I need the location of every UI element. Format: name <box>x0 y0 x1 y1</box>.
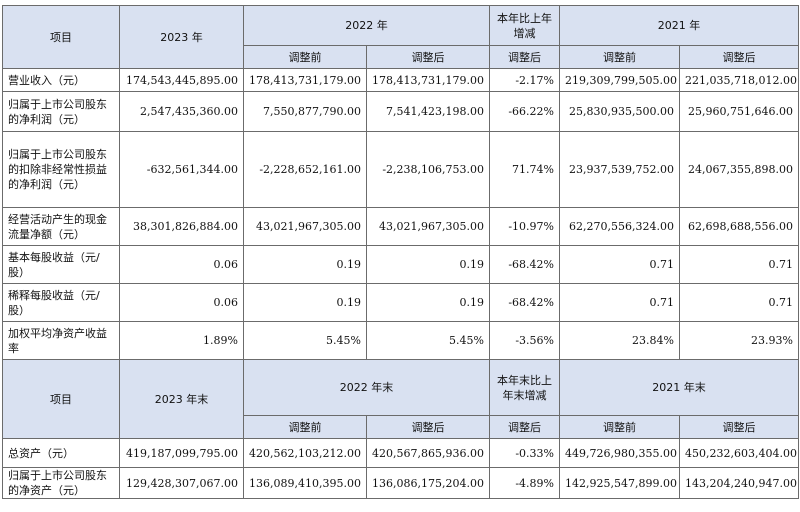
row-label: 归属于上市公司股东的净资产（元） <box>2 467 120 499</box>
header-row: 项目 2023 年 2022 年 本年比上年增减 2021 年 <box>2 5 799 69</box>
row-label: 归属于上市公司股东的净利润（元） <box>2 91 120 132</box>
value-2022-after: 43,021,967,305.00 <box>366 207 490 246</box>
col-header-change: 本年比上年增减 <box>489 5 560 46</box>
value-2021-before: 142,925,547,899.00 <box>559 467 680 499</box>
financial-table: 项目 2023 年 2022 年 本年比上年增减 2021 年 调整前 调整后 … <box>2 5 799 499</box>
row-label: 经营活动产生的现金流量净额（元） <box>2 207 120 246</box>
col2-header-change-after: 调整后 <box>489 415 560 439</box>
value-2022-after: 0.19 <box>366 245 490 284</box>
table-row: 归属于上市公司股东的净资产（元） 129,428,307,067.00 136,08… <box>2 467 799 499</box>
table-row: 归属于上市公司股东的净利润（元） 2,547,435,360.00 7,550,87… <box>2 91 799 132</box>
value-2021-after: 450,232,603,404.00 <box>679 438 799 468</box>
col2-header-change: 本年末比上年末增减 <box>489 359 560 416</box>
col2-header-item: 项目 <box>2 359 120 439</box>
row-label: 基本每股收益（元/股） <box>2 245 120 284</box>
value-2021-after: 23.93% <box>679 321 799 360</box>
row-label: 加权平均净资产收益率 <box>2 321 120 360</box>
col2-header-2021-before: 调整前 <box>559 415 680 439</box>
row-label: 营业收入（元） <box>2 68 120 92</box>
value-2022-after: 420,567,865,936.00 <box>366 438 490 468</box>
value-2021-before: 62,270,556,324.00 <box>559 207 680 246</box>
value-change: -4.89% <box>489 467 560 499</box>
col-header-2021: 2021 年 <box>559 5 799 46</box>
value-2021-before: 219,309,799,505.00 <box>559 68 680 92</box>
value-2023: 0.06 <box>119 283 244 322</box>
value-2022-after: 136,086,175,204.00 <box>366 467 490 499</box>
col2-header-2021-after: 调整后 <box>679 415 799 439</box>
value-change: -2.17% <box>489 68 560 92</box>
col2-header-2023: 2023 年末 <box>119 359 244 439</box>
value-2021-before: 23.84% <box>559 321 680 360</box>
value-2022-before: 178,413,731,179.00 <box>243 68 367 92</box>
table-row: 营业收入（元） 174,543,445,895.00 178,413,731,179… <box>2 68 799 92</box>
value-2021-after: 143,204,240,947.00 <box>679 467 799 499</box>
value-change: 71.74% <box>489 131 560 208</box>
col2-header-2022-before: 调整前 <box>243 415 367 439</box>
value-change: -0.33% <box>489 438 560 468</box>
row-label: 稀释每股收益（元/股） <box>2 283 120 322</box>
value-2022-after: 5.45% <box>366 321 490 360</box>
value-2021-after: 0.71 <box>679 245 799 284</box>
value-2022-before: 43,021,967,305.00 <box>243 207 367 246</box>
value-change: -68.42% <box>489 283 560 322</box>
col-header-2021-after: 调整后 <box>679 45 799 69</box>
col-header-2023: 2023 年 <box>119 5 244 69</box>
value-2023: 419,187,099,795.00 <box>119 438 244 468</box>
value-2023: 1.89% <box>119 321 244 360</box>
col2-header-2022-after: 调整后 <box>366 415 490 439</box>
value-change: -3.56% <box>489 321 560 360</box>
table-row: 基本每股收益（元/股） 0.06 0.19 0.19 -68.42% 0.71 0.71 <box>2 245 799 284</box>
value-2021-after: 24,067,355,898.00 <box>679 131 799 208</box>
value-change: -10.97% <box>489 207 560 246</box>
subheader-row: 调整前 调整后 调整后 调整前 调整后 <box>3 45 799 69</box>
table-row: 稀释每股收益（元/股） 0.06 0.19 0.19 -68.42% 0.71 0.71 <box>2 283 799 322</box>
col-header-change-after: 调整后 <box>489 45 560 69</box>
value-2021-after: 0.71 <box>679 283 799 322</box>
value-2022-before: 7,550,877,790.00 <box>243 91 367 132</box>
value-2021-before: 0.71 <box>559 283 680 322</box>
value-2021-after: 221,035,718,012.00 <box>679 68 799 92</box>
value-2022-before: 136,089,410,395.00 <box>243 467 367 499</box>
col2-header-2021: 2021 年末 <box>559 359 799 416</box>
value-2023: 129,428,307,067.00 <box>119 467 244 499</box>
value-2023: 0.06 <box>119 245 244 284</box>
value-2021-before: 0.71 <box>559 245 680 284</box>
table-row: 经营活动产生的现金流量净额（元） 38,301,826,884.00 43,021,… <box>2 207 799 246</box>
value-2021-before: 25,830,935,500.00 <box>559 91 680 132</box>
col-header-item: 项目 <box>2 5 120 69</box>
value-2023: -632,561,344.00 <box>119 131 244 208</box>
value-2022-after: -2,238,106,753.00 <box>366 131 490 208</box>
row-label: 归属于上市公司股东的扣除非经常性损益的净利润（元） <box>2 131 120 208</box>
row-label: 总资产（元） <box>2 438 120 468</box>
value-2023: 174,543,445,895.00 <box>119 68 244 92</box>
col-header-2022-after: 调整后 <box>366 45 490 69</box>
value-2021-after: 25,960,751,646.00 <box>679 91 799 132</box>
header-row-2: 项目 2023 年末 2022 年末 本年末比上年末增减 2021 年末 <box>2 359 799 439</box>
col-header-2022: 2022 年 <box>243 5 490 46</box>
value-2021-before: 23,937,539,752.00 <box>559 131 680 208</box>
value-2023: 38,301,826,884.00 <box>119 207 244 246</box>
col-header-2021-before: 调整前 <box>559 45 680 69</box>
table-row: 归属于上市公司股东的扣除非经常性损益的净利润（元） -632,561,344.00… <box>2 131 799 208</box>
col2-header-2022: 2022 年末 <box>243 359 490 416</box>
table-row: 总资产（元） 419,187,099,795.00 420,562,103,212.… <box>2 438 799 468</box>
table-row: 加权平均净资产收益率 1.89% 5.45% 5.45% -3.56% 23.84% 23.… <box>2 321 799 360</box>
value-2022-before: 0.19 <box>243 283 367 322</box>
value-change: -66.22% <box>489 91 560 132</box>
value-2022-after: 7,541,423,198.00 <box>366 91 490 132</box>
value-2022-before: 420,562,103,212.00 <box>243 438 367 468</box>
value-2022-after: 0.19 <box>366 283 490 322</box>
value-2022-before: 5.45% <box>243 321 367 360</box>
page: 项目 2023 年 2022 年 本年比上年增减 2021 年 调整前 调整后 … <box>2 5 799 499</box>
value-2022-after: 178,413,731,179.00 <box>366 68 490 92</box>
value-change: -68.42% <box>489 245 560 284</box>
value-2023: 2,547,435,360.00 <box>119 91 244 132</box>
col-header-2022-before: 调整前 <box>243 45 367 69</box>
value-2021-after: 62,698,688,556.00 <box>679 207 799 246</box>
value-2021-before: 449,726,980,355.00 <box>559 438 680 468</box>
value-2022-before: 0.19 <box>243 245 367 284</box>
value-2022-before: -2,228,652,161.00 <box>243 131 367 208</box>
